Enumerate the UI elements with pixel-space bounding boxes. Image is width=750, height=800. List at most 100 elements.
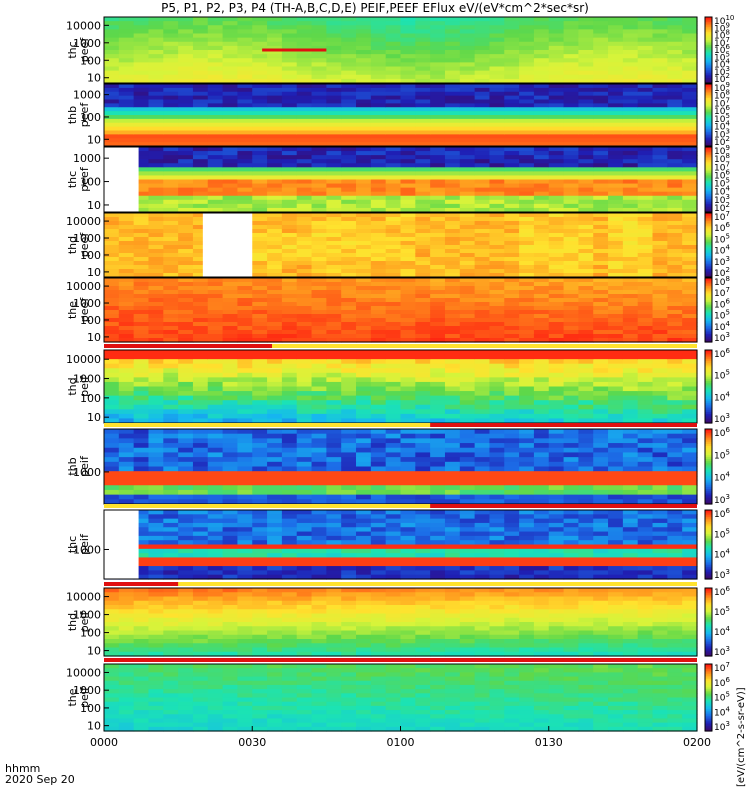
heatmap-cell xyxy=(533,322,550,327)
heatmap-cell xyxy=(548,118,565,124)
colorbar-cell xyxy=(705,174,712,177)
heatmap-cell xyxy=(682,433,698,439)
heatmap-cell xyxy=(400,62,416,68)
heatmap-cell xyxy=(430,359,446,365)
colorbar-cell xyxy=(705,68,712,71)
heatmap-cell xyxy=(118,45,135,51)
heatmap-cell xyxy=(281,302,298,307)
heatmap-cell xyxy=(533,107,550,112)
heatmap-cell xyxy=(237,282,253,287)
heatmap-cell xyxy=(267,221,283,226)
heatmap-cell xyxy=(267,443,283,449)
heatmap-cell xyxy=(652,290,668,295)
heatmap-cell xyxy=(267,322,283,327)
heatmap-cell xyxy=(519,282,535,287)
heatmap-cell xyxy=(192,130,209,135)
heatmap-cell xyxy=(267,480,283,486)
heatmap-cell xyxy=(622,37,639,43)
heatmap-cell xyxy=(385,78,402,84)
heatmap-cell xyxy=(326,395,342,401)
heatmap-cell xyxy=(415,199,431,205)
heatmap-cell xyxy=(489,118,505,124)
heatmap-cell xyxy=(296,457,313,463)
heatmap-cell xyxy=(578,310,594,315)
heatmap-cell xyxy=(563,249,579,254)
heatmap-cell xyxy=(637,25,654,30)
heatmap-cell xyxy=(341,25,357,30)
heatmap-cell xyxy=(548,443,565,449)
heatmap-cell xyxy=(400,187,416,193)
heatmap-cell xyxy=(341,409,357,415)
heatmap-cell xyxy=(444,163,461,168)
heatmap-cell xyxy=(682,363,698,369)
heatmap-cell xyxy=(133,438,150,444)
heatmap-cell xyxy=(459,159,476,164)
heatmap-cell xyxy=(578,147,594,152)
colorbar-cell xyxy=(705,20,712,23)
heatmap-cell xyxy=(385,203,402,209)
heatmap-cell xyxy=(652,294,668,299)
heatmap-cell xyxy=(563,21,579,26)
heatmap-cell xyxy=(682,95,698,101)
panel-frame xyxy=(103,146,698,213)
heatmap-cell xyxy=(133,50,150,55)
heatmap-cell xyxy=(652,485,668,491)
heatmap-cell xyxy=(237,203,253,209)
heatmap-cell xyxy=(370,199,387,205)
colorbar-cell xyxy=(705,232,712,235)
heatmap-cell xyxy=(608,41,624,47)
heatmap-cell xyxy=(356,167,372,172)
heatmap-cell xyxy=(430,466,446,472)
heatmap-cell xyxy=(178,278,194,283)
heatmap-cell xyxy=(163,118,179,124)
heatmap-cell xyxy=(192,306,209,311)
heatmap-cell xyxy=(474,151,491,156)
heatmap-cell xyxy=(667,122,683,128)
heatmap-cell xyxy=(489,447,505,454)
heatmap-cell xyxy=(563,381,579,388)
heatmap-cell xyxy=(104,269,120,274)
heatmap-cell xyxy=(148,50,164,55)
heatmap-cell xyxy=(682,318,698,323)
heatmap-cell xyxy=(207,103,224,108)
heatmap-cell xyxy=(637,99,654,104)
heatmap-cell xyxy=(178,298,194,303)
heatmap-cell xyxy=(474,350,491,356)
heatmap-cell xyxy=(489,452,505,458)
heatmap-cell xyxy=(296,310,313,315)
heatmap-cell xyxy=(533,261,550,266)
heatmap-cell xyxy=(533,151,550,156)
heatmap-cell xyxy=(326,171,342,177)
heatmap-cell xyxy=(622,253,639,258)
colorbar-cell xyxy=(705,36,712,40)
heatmap-cell xyxy=(578,290,594,295)
heatmap-cell xyxy=(578,45,594,51)
heatmap-cell xyxy=(385,134,402,139)
heatmap-cell xyxy=(385,269,402,274)
heatmap-cell xyxy=(370,151,387,156)
heatmap-cell xyxy=(519,103,535,108)
heatmap-cell xyxy=(207,499,224,505)
heatmap-cell xyxy=(622,286,639,291)
heatmap-cell xyxy=(385,126,402,132)
heatmap-cell xyxy=(430,265,446,270)
heatmap-cell xyxy=(385,457,402,463)
heatmap-cell xyxy=(207,363,224,369)
heatmap-cell xyxy=(489,294,505,299)
heatmap-cell xyxy=(548,494,565,500)
heatmap-cell xyxy=(622,265,639,270)
heatmap-cell xyxy=(281,50,298,55)
heatmap-cell xyxy=(296,400,313,406)
heatmap-cell xyxy=(385,429,402,435)
heatmap-cell xyxy=(222,452,239,458)
heatmap-cell xyxy=(133,306,150,311)
heatmap-cell xyxy=(608,294,624,299)
y-axis-label: peef xyxy=(78,166,91,192)
heatmap-cell xyxy=(652,438,668,444)
heatmap-cell xyxy=(311,290,327,295)
heatmap-cell xyxy=(237,386,253,392)
heatmap-cell xyxy=(356,241,372,246)
heatmap-cell xyxy=(444,130,461,135)
heatmap-cell xyxy=(104,237,120,242)
heatmap-cell xyxy=(118,225,135,230)
